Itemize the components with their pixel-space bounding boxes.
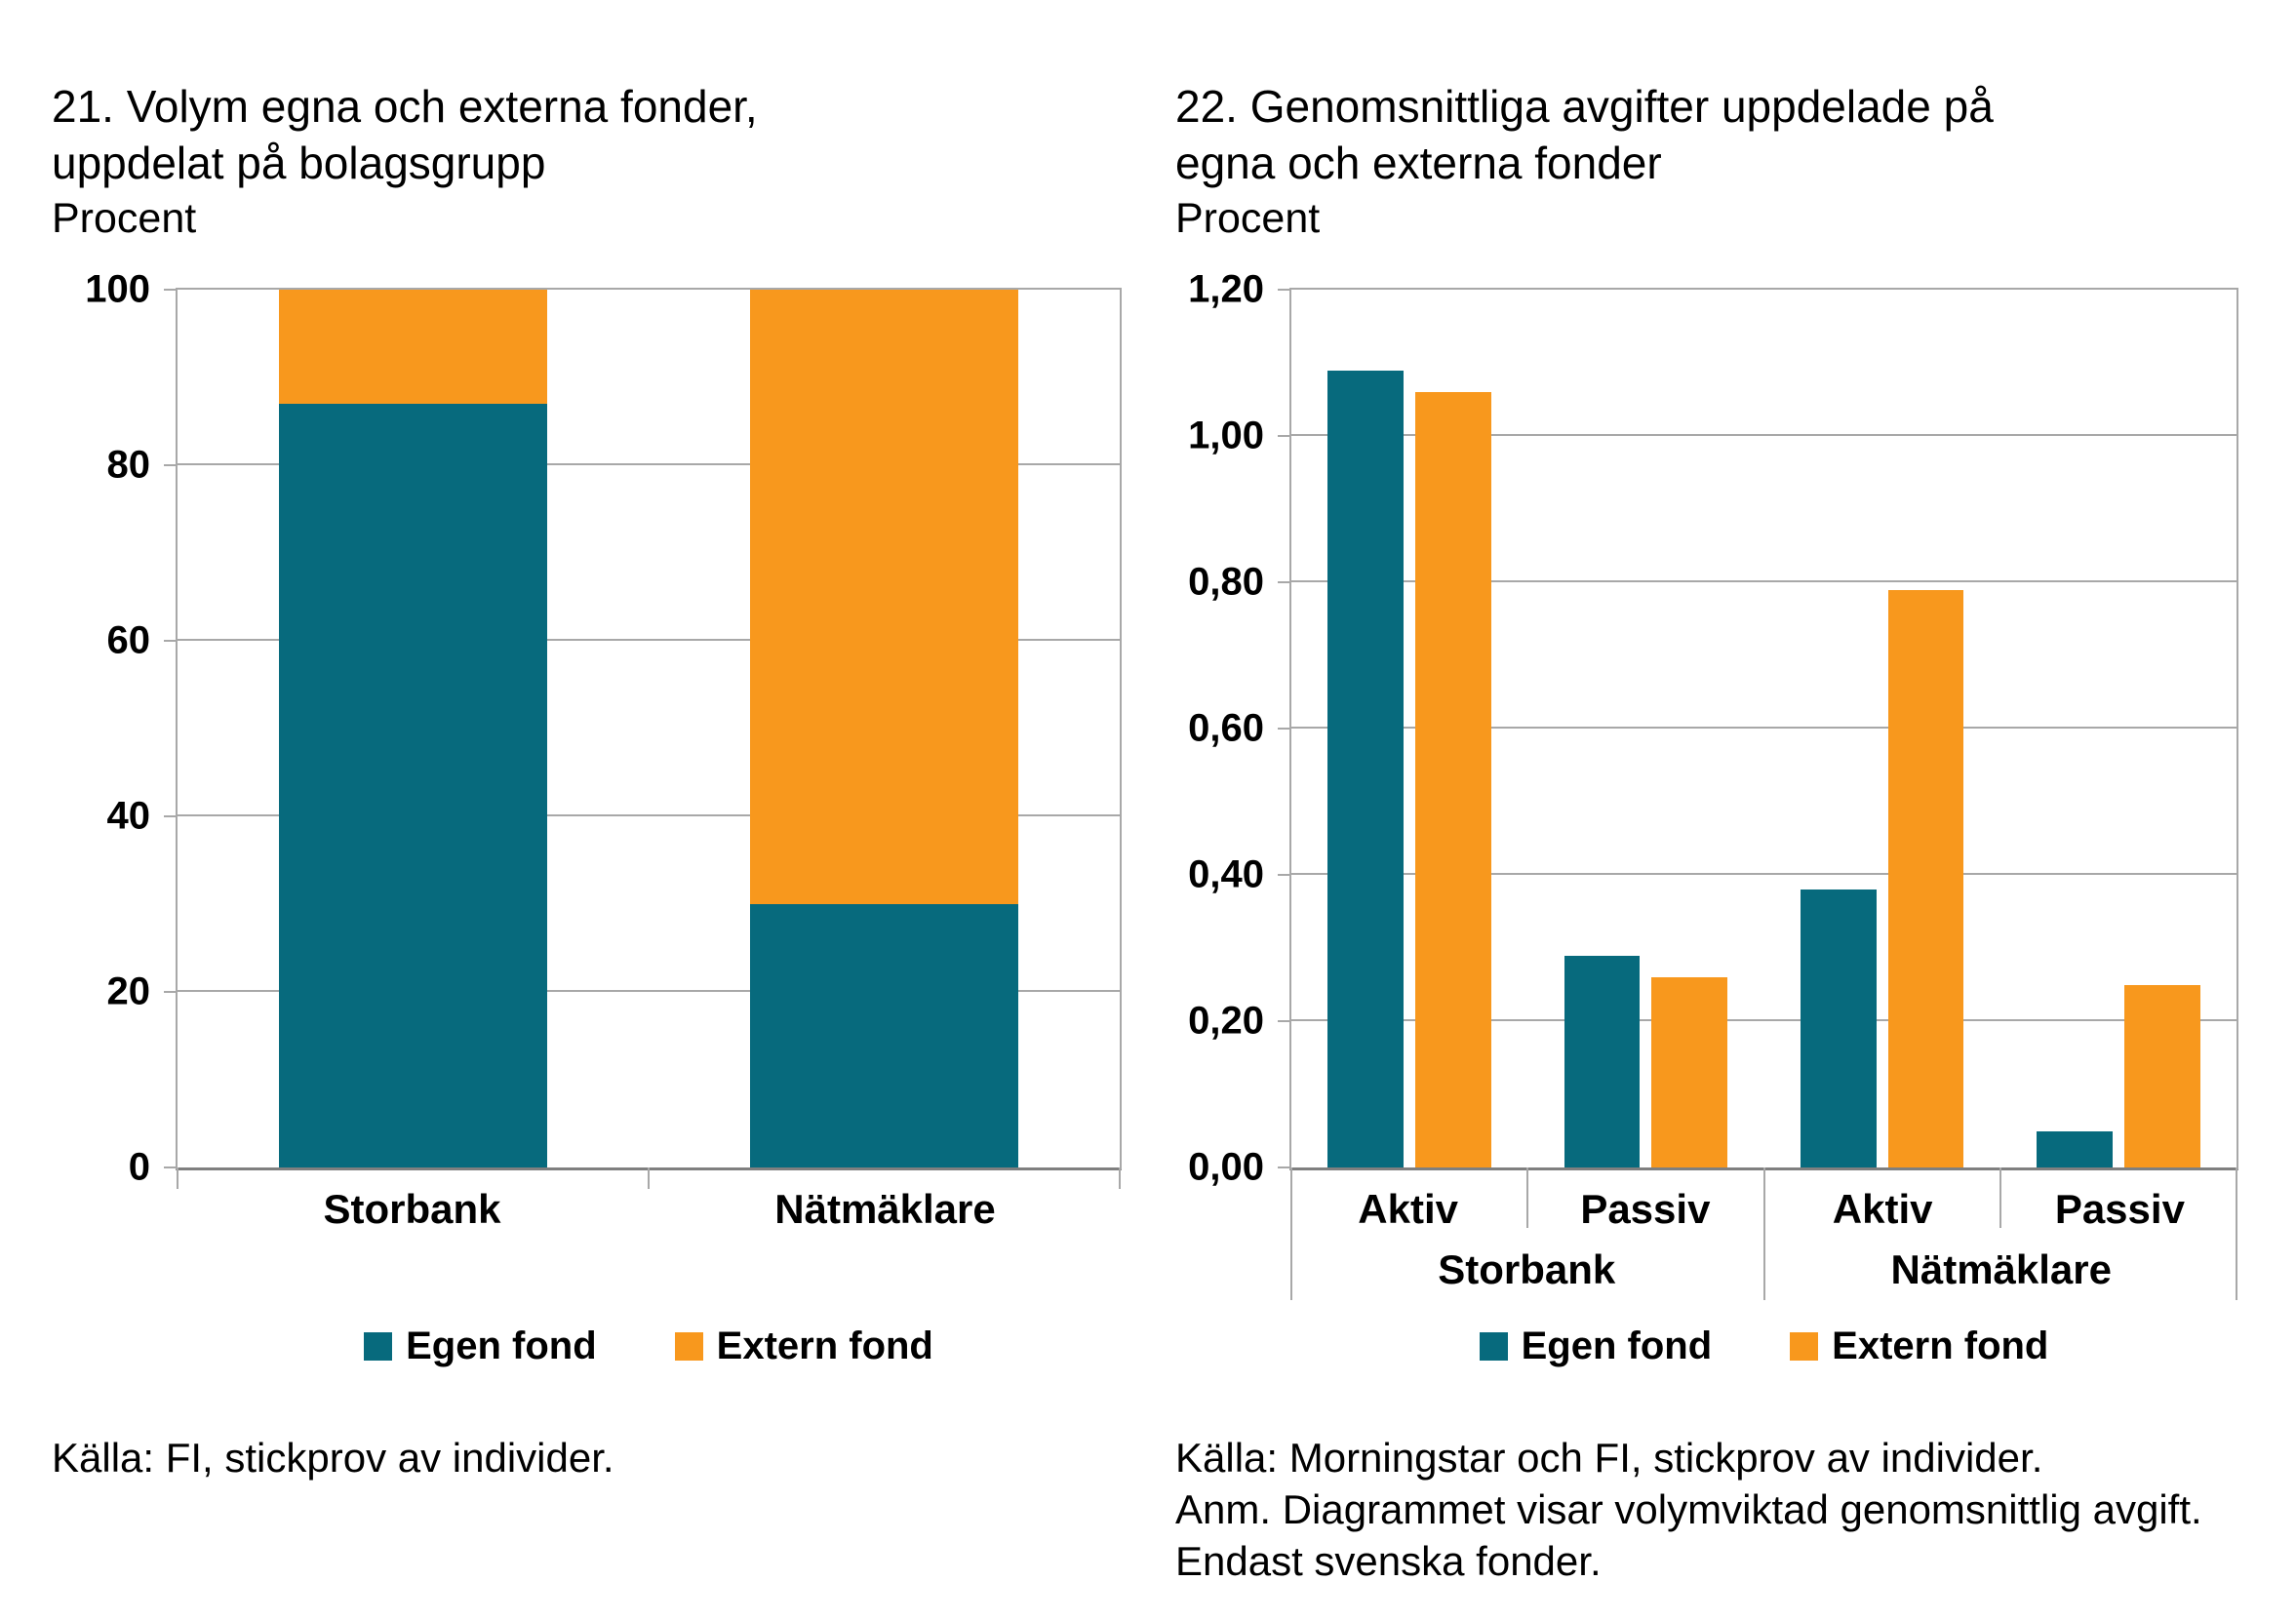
gridline (178, 639, 1120, 641)
source-line: Källa: FI, stickprov av individer. (52, 1435, 614, 1481)
y-axis-tick (1278, 1166, 1289, 1168)
y-axis-tick-label: 100 (85, 267, 150, 311)
x-label-aktiv-storbank: Aktiv (1358, 1186, 1458, 1232)
source-line: Källa: Morningstar och FI, stickprov av … (1175, 1435, 2043, 1481)
bar-extern-fond-nätmäklare (750, 290, 1018, 904)
x-label-passiv-natmaklare: Passiv (2054, 1186, 2185, 1232)
y-axis-tick (1278, 874, 1289, 877)
gridline (1291, 873, 2237, 876)
y-axis-tick-label: 60 (106, 618, 151, 662)
legend-swatch-egen-fond-icon (364, 1332, 393, 1361)
y-axis-tick (164, 815, 176, 817)
bar-egen-fond-passiv-3 (2037, 1130, 2113, 1167)
chart-title-line-2: egna och externa fonder (1175, 138, 1662, 189)
y-axis-tick (1278, 581, 1289, 584)
x-axis-group-separator (2236, 1167, 2237, 1300)
legend-label-egen-fond: Egen fond (1521, 1324, 1713, 1367)
x-axis-tick (1119, 1167, 1121, 1189)
y-axis-unit-label: Procent (52, 195, 197, 242)
bar-extern-fond-passiv-3 (2123, 984, 2200, 1167)
bar-egen-fond-storbank (279, 404, 547, 1167)
chart-title-line-2: uppdelat på bolagsgrupp (52, 138, 546, 189)
bar-extern-fond-aktiv-0 (1415, 392, 1491, 1167)
gridline (1291, 1019, 2237, 1022)
bar-egen-fond-nätmäklare (750, 904, 1018, 1167)
y-axis-tick-label: 0,20 (1188, 999, 1264, 1043)
x-axis-category-labels: Storbank Nätmäklare (176, 1186, 1122, 1233)
gridline (1291, 434, 2237, 436)
legend-swatch-extern-fond-icon (674, 1332, 703, 1361)
x-axis-tick (648, 1167, 650, 1189)
y-axis-tick (164, 464, 176, 466)
bar-extern-fond-aktiv-2 (1887, 589, 1964, 1167)
gridline (178, 463, 1120, 465)
x-label-passiv-storbank: Passiv (1580, 1186, 1711, 1232)
y-axis-tick-label: 0,80 (1188, 560, 1264, 604)
y-axis-tick (164, 640, 176, 642)
x-axis-category-labels: Aktiv Passiv Aktiv Passiv (1289, 1186, 2238, 1233)
source-note: Källa: Morningstar och FI, stickprov av … (1175, 1432, 2248, 1587)
bar-egen-fond-aktiv-0 (1327, 370, 1405, 1167)
chart-title-line-1: 21. Volym egna och externa fonder, (52, 81, 758, 133)
x-axis-tick (177, 1167, 178, 1189)
legend-label-extern-fond: Extern fond (1832, 1324, 2049, 1367)
chart-title-line-1: 22. Genomsnittliga avgifter uppdelade på (1175, 81, 1994, 133)
bar-egen-fond-aktiv-2 (1800, 890, 1877, 1167)
group-label-natmaklare: Nätmäklare (1890, 1246, 2112, 1292)
legend-item-egen-fond: Egen fond (1479, 1324, 1713, 1368)
gridline (1291, 727, 2237, 729)
group-label-storbank: Storbank (1438, 1246, 1616, 1292)
x-axis-category-separator (1526, 1167, 1529, 1228)
source-note-line: Anm. Diagrammet visar volymviktad genoms… (1175, 1486, 2202, 1584)
legend-swatch-egen-fond-icon (1479, 1332, 1508, 1361)
y-axis-tick-label: 0 (128, 1145, 150, 1189)
gridline (1291, 580, 2237, 583)
gridline (178, 990, 1120, 992)
y-axis-tick (164, 1166, 176, 1168)
legend-swatch-extern-fond-icon (1790, 1332, 1819, 1361)
plot-area: 0,00 0,20 0,40 0,60 0,80 1,00 1,20 (1188, 268, 2238, 1300)
y-axis-tick (1278, 1020, 1289, 1023)
legend-label-egen-fond: Egen fond (406, 1324, 597, 1367)
y-axis-tick-label: 0,00 (1188, 1145, 1264, 1189)
x-label-aktiv-natmaklare: Aktiv (1832, 1186, 1933, 1232)
source-note: Källa: FI, stickprov av individer. (52, 1432, 1086, 1483)
y-axis-tick-label: 1,20 (1188, 267, 1264, 311)
x-axis-group-separator (1762, 1167, 1765, 1300)
gridline (178, 814, 1120, 816)
legend-item-extern-fond: Extern fond (674, 1324, 933, 1368)
y-axis-tick (164, 991, 176, 993)
x-axis-group-separator (1290, 1167, 1292, 1300)
legend: Egen fond Extern fond (176, 1324, 1122, 1368)
legend-item-extern-fond: Extern fond (1790, 1324, 2048, 1368)
legend-label-extern-fond: Extern fond (716, 1324, 933, 1367)
x-axis-group-labels: Storbank Nätmäklare (1289, 1246, 2238, 1293)
legend-item-egen-fond: Egen fond (364, 1324, 597, 1368)
y-axis-tick (164, 289, 176, 291)
y-axis-tick-label: 40 (106, 794, 151, 838)
y-axis-tick (1278, 289, 1289, 291)
plot-area: 0 20 40 60 80 100 (85, 268, 1122, 1189)
y-axis-tick-label: 80 (106, 443, 151, 487)
y-axis-tick (1278, 435, 1289, 437)
bar-extern-fond-storbank (279, 290, 547, 404)
x-axis-category-separator (1999, 1167, 2001, 1228)
y-axis-tick-label: 1,00 (1188, 414, 1264, 457)
y-axis-tick-label: 0,60 (1188, 706, 1264, 750)
chart-title: 21. Volym egna och externa fonder, uppde… (52, 78, 988, 191)
y-axis-tick-label: 20 (106, 969, 151, 1013)
y-axis-tick-label: 0,40 (1188, 852, 1264, 896)
y-axis-tick (1278, 728, 1289, 730)
x-label-storbank: Storbank (323, 1186, 501, 1232)
y-axis-unit-label: Procent (1175, 195, 1321, 242)
chart-title: 22. Genomsnittliga avgifter uppdelade på… (1175, 78, 2296, 191)
bar-egen-fond-passiv-1 (1564, 955, 1641, 1167)
x-label-natmaklare: Nätmäklare (774, 1186, 996, 1232)
bar-extern-fond-passiv-1 (1651, 977, 1728, 1167)
legend: Egen fond Extern fond (1289, 1324, 2238, 1368)
